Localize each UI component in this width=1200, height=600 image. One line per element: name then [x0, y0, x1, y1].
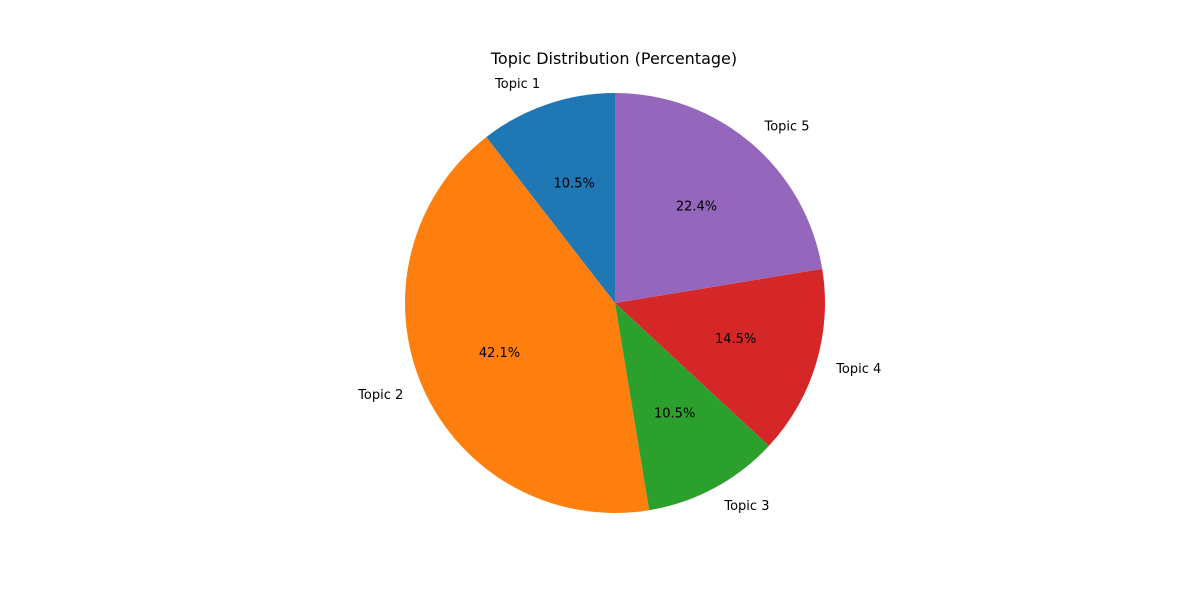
slice-percent-label-3: 10.5% [654, 406, 695, 421]
slice-percent-label-2: 42.1% [479, 346, 520, 361]
pie-slice-1 [486, 93, 615, 303]
slice-label-4: Topic 4 [835, 362, 881, 377]
pie-labels: Topic 1 10.5% Topic 2 42.1% Topic 3 10.5% Topi… [357, 77, 881, 514]
slice-label-5: Topic 5 [763, 119, 809, 134]
slice-label-2: Topic 2 [357, 388, 403, 403]
slice-percent-label-4: 14.5% [715, 332, 756, 347]
slice-percent-label-1: 10.5% [554, 176, 595, 191]
chart-title: Topic Distribution (Percentage) [490, 49, 737, 68]
slice-percent-label-5: 22.4% [676, 199, 717, 214]
slice-label-3: Topic 3 [723, 499, 769, 514]
pie-slice-3 [615, 303, 769, 511]
pie-slice-2 [405, 137, 650, 513]
slice-label-1: Topic 1 [494, 77, 540, 92]
pie-slices [405, 93, 825, 513]
pie-slice-4 [615, 268, 825, 446]
pie-slice-5 [615, 93, 823, 303]
